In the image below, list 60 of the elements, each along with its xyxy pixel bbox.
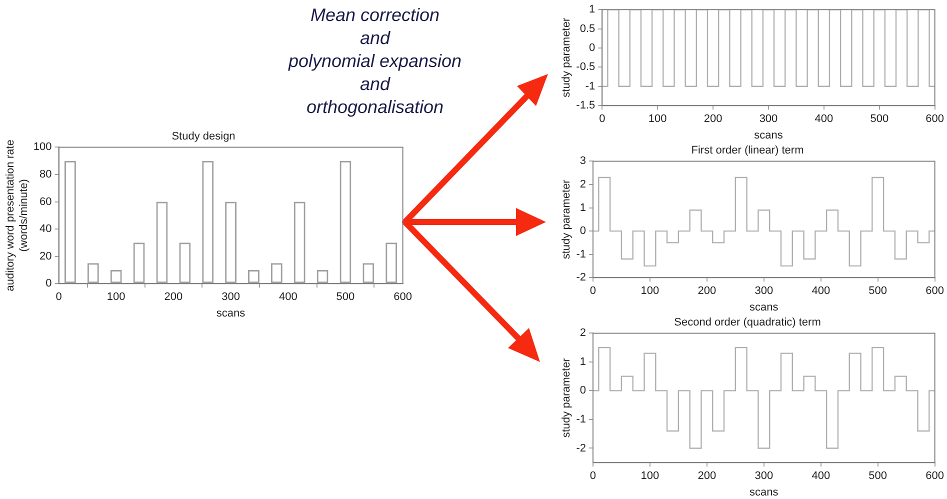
y-tick-label: 2 — [580, 178, 586, 191]
x-tick-label: 300 — [759, 113, 778, 126]
x-axis-title: scans — [216, 307, 246, 320]
y-tick-label: 3 — [580, 155, 586, 168]
y-tick-label: 40 — [40, 223, 52, 236]
x-tick-label: 600 — [926, 285, 944, 298]
y-axis-title: study parameter — [560, 18, 573, 98]
x-tick-label: 0 — [56, 291, 62, 304]
x-tick-label: 200 — [164, 291, 183, 304]
y-tick-label: 100 — [33, 141, 52, 154]
y-axis-title: study parameter — [560, 179, 573, 260]
x-axis-title: scans — [750, 301, 779, 314]
x-tick-label: 400 — [812, 285, 830, 298]
y-tick-label: 80 — [40, 168, 52, 181]
x-tick-label: 300 — [222, 291, 240, 304]
x-tick-label: 200 — [698, 285, 716, 298]
x-tick-label: 500 — [336, 291, 355, 304]
y-axis-title: auditory word presentation rate (words/minute) — [4, 140, 30, 292]
x-axis-title: scans — [754, 129, 784, 142]
x-tick-label: 200 — [698, 470, 716, 482]
y-tick-label: 0 — [589, 42, 596, 54]
x-tick-label: 400 — [812, 470, 830, 482]
x-tick-label: 600 — [394, 291, 412, 304]
y-tick-label: 0.5 — [580, 22, 596, 35]
y-axis-title: study parameter — [560, 358, 573, 438]
chart-title: First order (linear) term — [691, 144, 804, 157]
x-tick-label: 300 — [754, 470, 774, 482]
x-tick-label: 100 — [640, 470, 660, 482]
x-tick-label: 200 — [704, 113, 722, 126]
x-tick-label: 100 — [640, 285, 660, 298]
x-tick-label: 500 — [868, 470, 888, 482]
y-tick-label: 20 — [40, 250, 52, 262]
y-tick-label: -2 — [576, 272, 586, 284]
y-tick-label: 1 — [580, 202, 586, 214]
y-tick-label: 60 — [40, 196, 52, 208]
x-tick-label: 400 — [278, 291, 298, 304]
x-tick-label: 300 — [754, 285, 774, 298]
y-tick-label: 0 — [580, 225, 586, 238]
x-tick-label: 500 — [868, 285, 888, 298]
y-tick-label: 1 — [580, 356, 586, 368]
x-tick-label: 100 — [106, 291, 126, 304]
y-tick-label: -1 — [576, 248, 586, 260]
y-tick-label: -0.5 — [576, 61, 596, 74]
chart-title: Study design — [172, 130, 236, 143]
y-tick-label: -1.5 — [576, 100, 596, 112]
x-tick-label: 400 — [814, 113, 834, 126]
y-tick-label: 0 — [580, 384, 586, 397]
x-tick-label: 100 — [648, 113, 667, 126]
text: Mean correction and polynomial expansion and orthogonalisation — [287, 4, 463, 119]
y-tick-label: -2 — [576, 442, 586, 454]
x-tick-label: 600 — [926, 113, 944, 126]
x-axis-title: scans — [750, 486, 779, 498]
x-tick-label: 500 — [870, 113, 889, 126]
y-tick-label: -1 — [576, 414, 586, 426]
y-tick-label: -1 — [585, 80, 596, 92]
chart-title: Second order (quadratic) term — [674, 316, 821, 329]
y-tick-label: 2 — [580, 327, 586, 340]
x-tick-label: 600 — [926, 470, 944, 482]
x-tick-label: 0 — [599, 113, 606, 126]
y-tick-label: 1 — [589, 4, 596, 16]
